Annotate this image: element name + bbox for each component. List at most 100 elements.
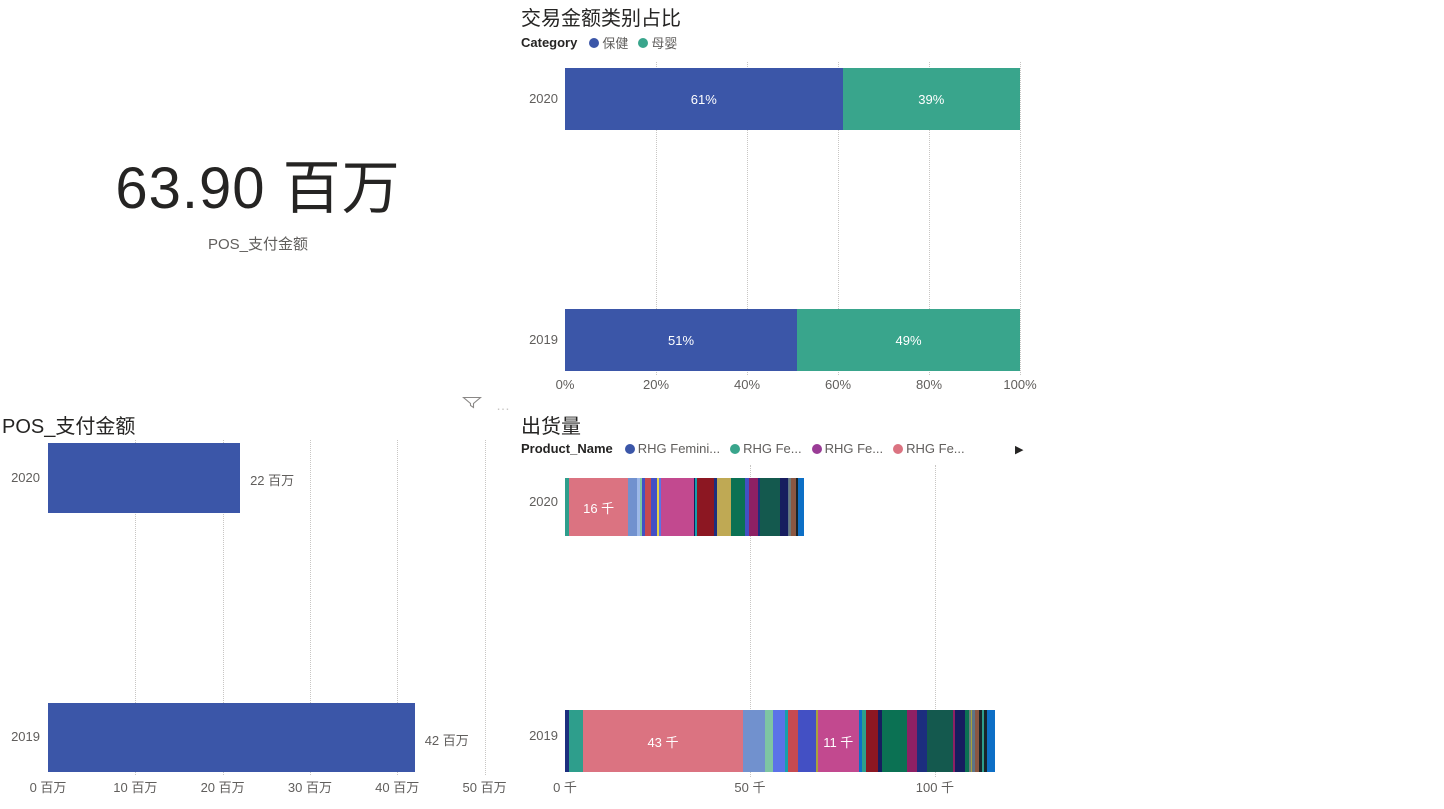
stacked-bar-2020: 16 千 bbox=[565, 478, 804, 536]
gridline bbox=[135, 440, 137, 775]
bar-segment[interactable] bbox=[639, 478, 642, 536]
bar-segment[interactable] bbox=[797, 710, 817, 772]
bar-segment[interactable] bbox=[745, 478, 750, 536]
bar-segment[interactable] bbox=[764, 710, 773, 772]
bar-segment[interactable] bbox=[789, 478, 792, 536]
filter-icon[interactable] bbox=[462, 396, 482, 414]
bar-segment[interactable] bbox=[784, 710, 788, 772]
bar-segment[interactable] bbox=[982, 710, 984, 772]
kpi-label: POS_支付金额 bbox=[207, 236, 309, 253]
x-axis-tick-label: 50 千 bbox=[734, 780, 766, 795]
bar-segment[interactable] bbox=[636, 478, 640, 536]
bar-segment[interactable] bbox=[713, 478, 717, 536]
bar-2019[interactable] bbox=[48, 703, 415, 772]
bar-segment[interactable] bbox=[759, 478, 781, 536]
bar-segment[interactable] bbox=[772, 710, 785, 772]
bar-segment[interactable] bbox=[983, 710, 987, 772]
bar-segment[interactable] bbox=[658, 478, 661, 536]
bar-segment[interactable]: 16 千 bbox=[569, 478, 629, 536]
bar-segment[interactable] bbox=[716, 478, 731, 536]
bar-segment[interactable]: 39% bbox=[842, 68, 1020, 130]
plot-area: 22 百万 42 百万 bbox=[48, 440, 502, 775]
bar-segment[interactable]: 11 千 bbox=[817, 710, 859, 772]
bar-segment[interactable] bbox=[787, 478, 790, 536]
bar-segment[interactable] bbox=[749, 478, 758, 536]
bar-segment[interactable] bbox=[656, 478, 659, 536]
x-axis-tick-label: 50 百万 bbox=[462, 780, 507, 795]
legend-dot-icon bbox=[730, 443, 741, 454]
bar-segment[interactable] bbox=[816, 710, 818, 772]
bar-segment[interactable] bbox=[650, 478, 657, 536]
legend-item-label: RHG Femini... bbox=[637, 441, 721, 456]
bar-segment[interactable] bbox=[877, 710, 882, 772]
bar-segment[interactable] bbox=[565, 478, 570, 536]
x-axis-tick-label: 10 百万 bbox=[113, 780, 158, 795]
bar-segment[interactable] bbox=[865, 710, 878, 772]
bar-segment[interactable] bbox=[791, 478, 796, 536]
bar-segment[interactable] bbox=[979, 710, 983, 772]
legend-title: Category bbox=[521, 35, 578, 50]
gridline bbox=[934, 465, 936, 777]
data-label: 22 百万 bbox=[250, 473, 295, 488]
bar-segment[interactable]: 49% bbox=[797, 309, 1020, 371]
legend-dot-icon bbox=[893, 443, 904, 454]
bar-segment[interactable] bbox=[927, 710, 954, 772]
gridline bbox=[747, 62, 748, 375]
bar-segment[interactable] bbox=[975, 710, 980, 772]
data-label: 51% bbox=[668, 332, 695, 348]
more-options-icon[interactable]: … bbox=[496, 397, 512, 413]
legend-item[interactable]: 保健 bbox=[589, 33, 628, 52]
bar-segment[interactable] bbox=[565, 710, 569, 772]
legend-item[interactable]: 母婴 bbox=[638, 33, 677, 52]
chart-title: 出货量 bbox=[521, 416, 581, 438]
bar-segment[interactable] bbox=[780, 478, 788, 536]
bar-segment[interactable] bbox=[972, 710, 976, 772]
bar-segment[interactable] bbox=[795, 478, 798, 536]
bar-segment[interactable] bbox=[858, 710, 863, 772]
bar-segment[interactable] bbox=[953, 710, 956, 772]
bar-segment[interactable] bbox=[881, 710, 908, 772]
x-axis-tick-label: 100 千 bbox=[915, 780, 955, 795]
bar-segment[interactable] bbox=[742, 710, 765, 772]
bar-segment[interactable]: 43 千 bbox=[583, 710, 743, 772]
bar-segment[interactable] bbox=[568, 710, 584, 772]
bar-segment[interactable] bbox=[986, 710, 996, 772]
bar-2020[interactable] bbox=[48, 443, 241, 513]
legend-item[interactable]: RHG Fe... bbox=[893, 441, 965, 456]
bar-segment[interactable]: 51% bbox=[565, 309, 798, 371]
bar-segment[interactable] bbox=[970, 710, 973, 772]
bar-segment[interactable] bbox=[955, 710, 966, 772]
bar-segment[interactable] bbox=[797, 478, 804, 536]
stacked-bar-2020: 61% 39% bbox=[565, 68, 1020, 130]
bar-segment[interactable]: 61% bbox=[565, 68, 843, 130]
legend-scroll-arrow-icon[interactable]: ▶ bbox=[1015, 444, 1024, 456]
data-label: 11 千 bbox=[823, 734, 854, 750]
bar-segment[interactable] bbox=[660, 478, 695, 536]
y-axis-label: 2019 bbox=[529, 728, 558, 743]
bar-segment[interactable] bbox=[968, 710, 971, 772]
bar-segment[interactable] bbox=[965, 710, 969, 772]
bar-segment[interactable] bbox=[862, 710, 866, 772]
y-axis-label: 2020 bbox=[529, 494, 558, 509]
bar-segment[interactable] bbox=[644, 478, 651, 536]
legend-item[interactable]: RHG Fe... bbox=[730, 441, 802, 456]
legend-item[interactable]: RHG Femini... bbox=[624, 441, 721, 456]
bar-segment[interactable] bbox=[907, 710, 918, 772]
bar-segment[interactable] bbox=[730, 478, 746, 536]
data-label: 16 千 bbox=[583, 500, 615, 516]
legend-item-label: RHG Fe... bbox=[906, 441, 965, 456]
bar-segment[interactable] bbox=[628, 478, 637, 536]
bar-segment[interactable] bbox=[695, 478, 698, 536]
bar-segment[interactable] bbox=[694, 478, 696, 536]
kpi-value: 63.90 百万 bbox=[115, 156, 401, 221]
y-axis-label: 2019 bbox=[11, 729, 40, 744]
bar-segment[interactable] bbox=[641, 478, 645, 536]
x-axis: 0% 20% 40% 60% 80% 100% bbox=[556, 377, 1037, 395]
bar-segment[interactable] bbox=[697, 478, 714, 536]
stacked-bar-2019: 51% 49% bbox=[565, 309, 1020, 371]
bar-segment[interactable] bbox=[917, 710, 928, 772]
kpi-card-visual: 63.90 百万 POS_支付金额 bbox=[0, 0, 516, 395]
legend-item[interactable]: RHG Fe... bbox=[811, 441, 883, 456]
bar-segment[interactable] bbox=[787, 710, 798, 772]
bar-segment[interactable] bbox=[757, 478, 760, 536]
